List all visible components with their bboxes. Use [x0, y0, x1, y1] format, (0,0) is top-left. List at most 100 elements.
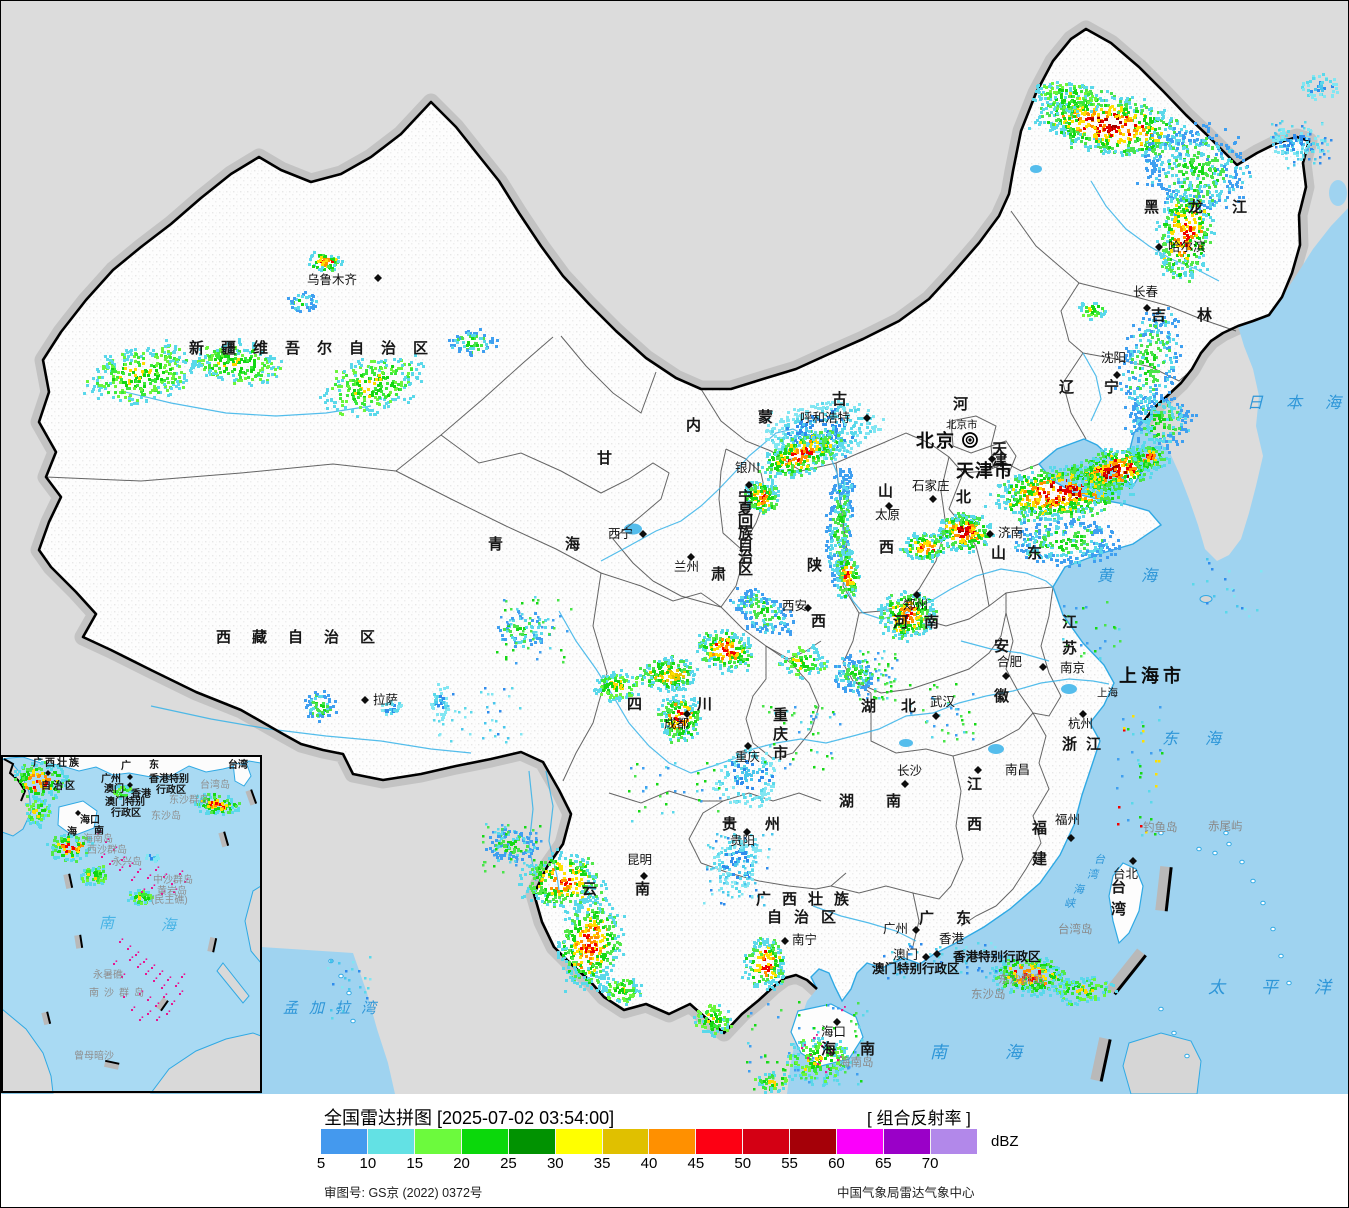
city-label: 福州 — [1055, 812, 1080, 827]
reef-mark — [143, 961, 145, 963]
small-island — [1223, 830, 1229, 836]
reef-mark — [147, 999, 149, 1001]
colorbar-seg-40 — [649, 1129, 697, 1154]
reef-mark — [121, 976, 123, 978]
inset-taiwan — [232, 762, 252, 787]
province-boundary — [1032, 586, 1062, 717]
city-marker — [804, 604, 812, 612]
reef-mark — [175, 985, 177, 987]
city-marker — [913, 591, 921, 599]
reef-mark — [179, 873, 181, 875]
inset-sea-label: 南 — [99, 915, 116, 932]
province-label: 台 — [1111, 878, 1126, 896]
sea-label: 黄海 — [1097, 567, 1185, 585]
province-boundary — [900, 586, 1054, 627]
small-island — [1212, 850, 1218, 856]
reef-mark — [171, 883, 173, 885]
small-island — [1196, 846, 1202, 852]
dash-line-shade — [63, 873, 73, 890]
reef-mark — [127, 948, 129, 950]
colorbar-seg-30 — [555, 1129, 603, 1154]
province-label: 湖北 — [861, 698, 941, 715]
inset-island-label: 东沙群岛 — [169, 793, 209, 806]
dash-line — [223, 831, 230, 846]
capital-marker — [968, 438, 972, 442]
map-title: 全国雷达拼图 [2025-07-02 03:54:00] — [324, 1108, 615, 1128]
province-label: 吉林 — [1151, 306, 1243, 324]
province-label: 自治区 — [767, 908, 848, 926]
province-label: 徽 — [993, 687, 1010, 705]
city-marker — [885, 502, 893, 510]
dash-line — [1113, 954, 1147, 996]
province-boundary — [560, 335, 657, 414]
city-label: 石家庄 — [912, 478, 950, 493]
province-boundary — [990, 440, 1017, 474]
lake — [988, 744, 1004, 754]
city-label: 郑州 — [903, 597, 928, 612]
province-label: 甘 — [597, 449, 612, 467]
district-label: 上海 — [1097, 686, 1119, 699]
province-label: 福 — [1031, 819, 1047, 837]
city-marker — [1067, 834, 1075, 842]
reef-mark — [166, 1013, 168, 1015]
province-boundary — [950, 755, 964, 887]
city-marker — [833, 1018, 841, 1026]
province-label: 市 — [773, 744, 788, 762]
municipality-label: 天津市 — [956, 460, 1013, 481]
reef-mark — [113, 849, 115, 851]
island-label: 台湾岛 — [1058, 922, 1093, 936]
city-marker — [1143, 304, 1151, 312]
city-marker — [922, 953, 930, 961]
province-label: 宁 — [738, 488, 753, 506]
city-label: 台北 — [1113, 866, 1139, 881]
province-label: 山东 — [991, 544, 1063, 562]
island-label: 东沙岛 — [971, 987, 1006, 1001]
province-label: 湖南 — [839, 792, 933, 810]
province-label: 建 — [1032, 850, 1048, 868]
dash-line-shade — [156, 997, 168, 1011]
strait-label: 峡 — [1064, 897, 1077, 910]
province-boundary — [912, 892, 920, 947]
colorbar — [321, 1129, 977, 1154]
province-boundary — [830, 872, 847, 887]
inset-label: 南 — [94, 824, 104, 837]
small-island — [350, 1018, 356, 1024]
province-label: 湾 — [1111, 900, 1126, 918]
province-boundary — [600, 572, 722, 608]
province-label: 西 — [811, 613, 826, 630]
colorbar-tick: 70 — [921, 1155, 939, 1172]
reef-mark — [151, 967, 153, 969]
inset-label: 澳门特别 — [105, 795, 145, 808]
inset-label: 行政区 — [155, 783, 186, 796]
province-label: 区 — [738, 561, 753, 578]
reef-mark — [131, 1009, 133, 1011]
map-approval-number: 审图号: GS京 (2022) 0372号 — [324, 1186, 483, 1200]
province-boundary — [652, 580, 722, 608]
inset-frame — [1, 755, 262, 1093]
city-marker — [639, 530, 647, 538]
reef-mark — [159, 973, 161, 975]
reef-mark — [137, 966, 139, 968]
province-label: 西藏自治区 — [216, 628, 396, 646]
province-label: 内 — [686, 416, 701, 434]
inset-label: 广 — [121, 759, 131, 772]
reef-mark — [163, 876, 165, 878]
national-border — [37, 27, 1311, 1035]
dash-line — [46, 1011, 52, 1024]
inset-label: 东 — [149, 758, 159, 771]
sea-label: 太平洋 — [1208, 978, 1349, 997]
colorbar-seg-45 — [696, 1129, 744, 1154]
province-label: 回 — [738, 513, 753, 530]
reef-mark — [829, 1053, 832, 1056]
dash-line-shade — [1155, 866, 1172, 912]
sea-inlet — [1329, 180, 1347, 206]
municipality-label: 北京 — [916, 430, 956, 451]
reef-mark — [129, 959, 131, 961]
city-label: 武汉 — [930, 695, 956, 709]
city-marker — [687, 553, 695, 561]
reef-mark — [161, 987, 163, 989]
city-marker — [781, 937, 789, 945]
inset-island-label: 黄岩岛 — [157, 884, 187, 897]
